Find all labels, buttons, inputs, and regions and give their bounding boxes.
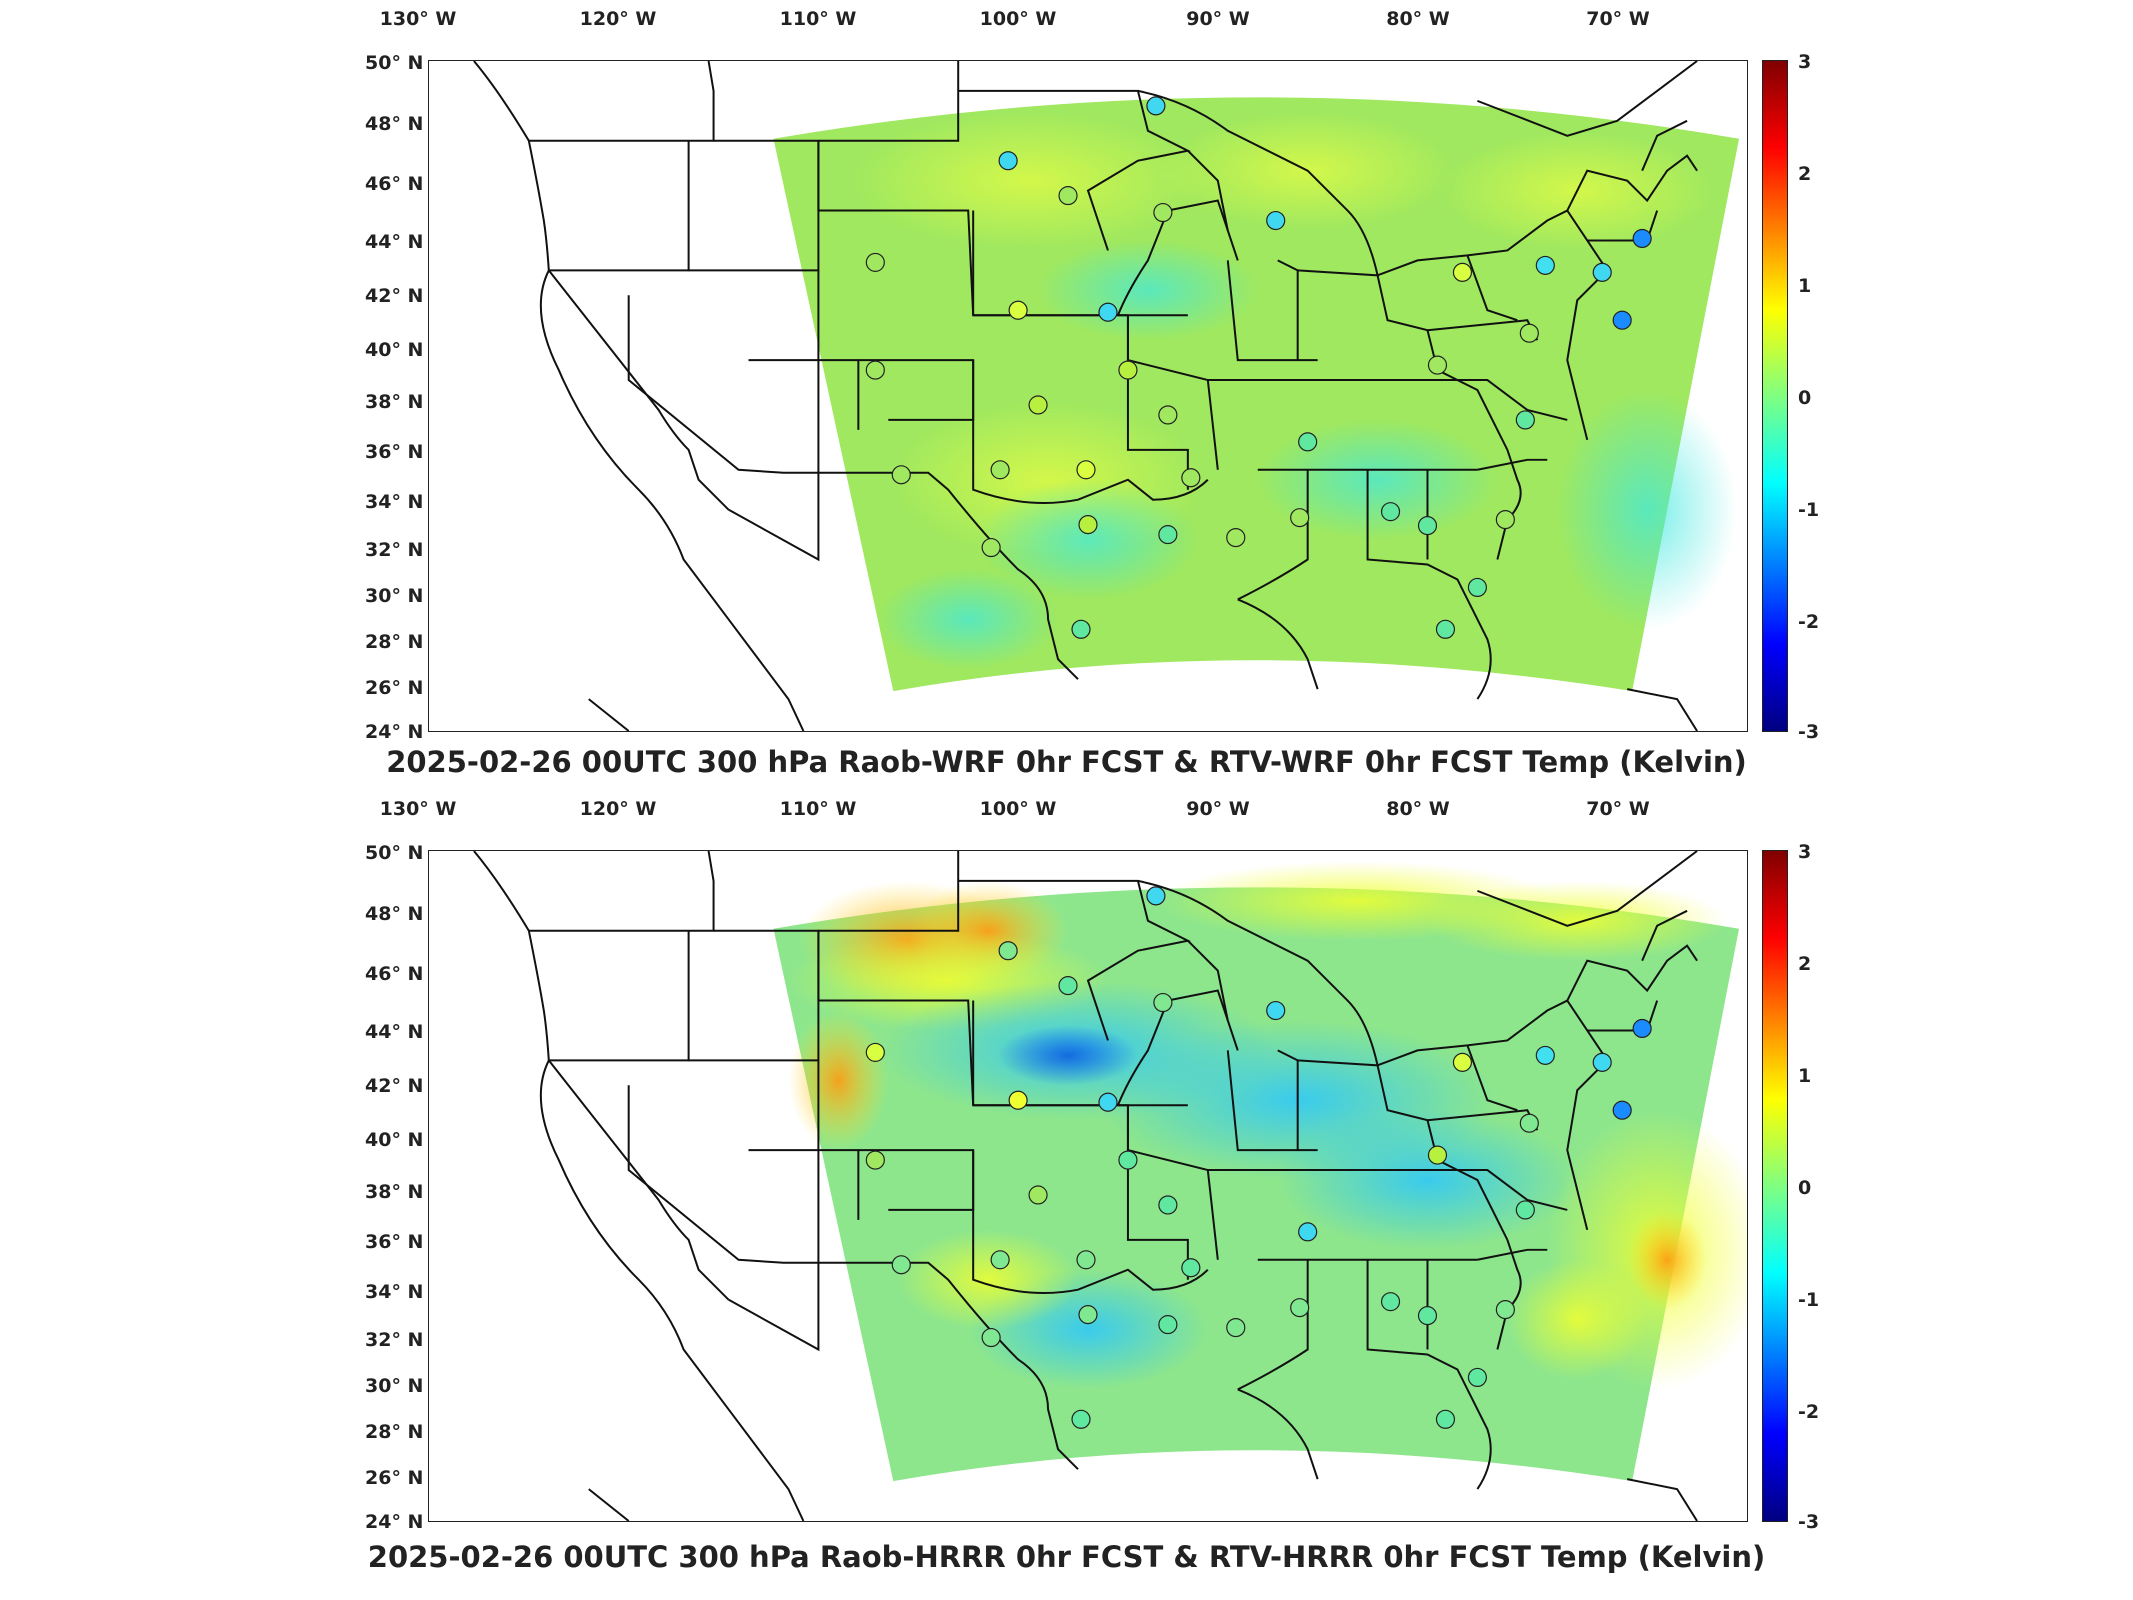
colorbar bbox=[1762, 850, 1788, 1522]
lat-label: 32° N bbox=[365, 1329, 424, 1351]
lat-label: 24° N bbox=[365, 721, 424, 743]
colorbar-tick: -3 bbox=[1798, 721, 1820, 743]
lat-label: 40° N bbox=[365, 1129, 424, 1151]
map-panel-top: 130° W 120° W 110° W 100° W 90° W 80° W … bbox=[0, 0, 2133, 790]
colorbar bbox=[1762, 60, 1788, 732]
lat-label: 50° N bbox=[365, 52, 424, 74]
geographic-boundaries bbox=[473, 61, 1698, 731]
lat-label: 32° N bbox=[365, 539, 424, 561]
raob-stations bbox=[865, 96, 1652, 639]
lat-label: 24° N bbox=[365, 1511, 424, 1533]
lon-label: 80° W bbox=[1386, 8, 1450, 30]
lat-label: 40° N bbox=[365, 339, 424, 361]
lat-label: 46° N bbox=[365, 173, 424, 195]
lon-label: 70° W bbox=[1586, 798, 1650, 820]
colorbar-tick: 2 bbox=[1798, 953, 1812, 975]
lon-label: 70° W bbox=[1586, 8, 1650, 30]
lat-label: 48° N bbox=[365, 113, 424, 135]
lon-label: 90° W bbox=[1186, 798, 1250, 820]
map-canvas bbox=[473, 851, 1747, 1521]
lon-label: 110° W bbox=[779, 8, 857, 30]
lon-label: 80° W bbox=[1386, 798, 1450, 820]
colorbar-tick: 3 bbox=[1798, 841, 1812, 863]
lat-label: 30° N bbox=[365, 585, 424, 607]
lon-label: 110° W bbox=[779, 798, 857, 820]
map-plot-area bbox=[428, 850, 1748, 1522]
lat-label: 44° N bbox=[365, 231, 424, 253]
lon-label: 120° W bbox=[579, 798, 657, 820]
field-anomalies bbox=[788, 860, 1747, 1390]
lat-label: 28° N bbox=[365, 631, 424, 653]
lat-label: 42° N bbox=[365, 285, 424, 307]
lat-label: 46° N bbox=[365, 963, 424, 985]
lat-label: 26° N bbox=[365, 677, 424, 699]
colorbar-tick: 3 bbox=[1798, 51, 1812, 73]
lat-label: 26° N bbox=[365, 1467, 424, 1489]
raob-stations bbox=[865, 886, 1652, 1429]
map-canvas bbox=[473, 61, 1740, 731]
colorbar-tick: 1 bbox=[1798, 275, 1812, 297]
colorbar-tick: -1 bbox=[1798, 1289, 1820, 1311]
colorbar-tick: -3 bbox=[1798, 1511, 1820, 1533]
lat-label: 28° N bbox=[365, 1421, 424, 1443]
lat-label: 48° N bbox=[365, 903, 424, 925]
lat-label: 50° N bbox=[365, 842, 424, 864]
colorbar-tick: -2 bbox=[1798, 611, 1820, 633]
lon-label: 90° W bbox=[1186, 8, 1250, 30]
lat-label: 36° N bbox=[365, 441, 424, 463]
lat-label: 34° N bbox=[365, 1281, 424, 1303]
lat-label: 34° N bbox=[365, 491, 424, 513]
colorbar-tick: 0 bbox=[1798, 387, 1812, 409]
lon-label: 120° W bbox=[579, 8, 657, 30]
lat-label: 36° N bbox=[365, 1231, 424, 1253]
lat-label: 44° N bbox=[365, 1021, 424, 1043]
lon-label: 100° W bbox=[979, 8, 1057, 30]
panel-title: 2025-02-26 00UTC 300 hPa Raob-HRRR 0hr F… bbox=[367, 1540, 1766, 1574]
colorbar-tick: 2 bbox=[1798, 163, 1812, 185]
lon-label: 100° W bbox=[979, 798, 1057, 820]
map-plot-area bbox=[428, 60, 1748, 732]
colorbar-tick: 0 bbox=[1798, 1177, 1812, 1199]
lat-label: 38° N bbox=[365, 391, 424, 413]
lon-label: 130° W bbox=[379, 8, 457, 30]
colorbar-tick: 1 bbox=[1798, 1065, 1812, 1087]
lon-label: 130° W bbox=[379, 798, 457, 820]
panel-title: 2025-02-26 00UTC 300 hPa Raob-WRF 0hr FC… bbox=[386, 745, 1747, 779]
colorbar-tick: -2 bbox=[1798, 1401, 1820, 1423]
map-panel-bottom: 130° W 120° W 110° W 100° W 90° W 80° W … bbox=[0, 790, 2133, 1600]
lat-label: 30° N bbox=[365, 1375, 424, 1397]
lat-label: 42° N bbox=[365, 1075, 424, 1097]
lat-label: 38° N bbox=[365, 1181, 424, 1203]
colorbar-tick: -1 bbox=[1798, 499, 1820, 521]
geographic-boundaries bbox=[473, 851, 1698, 1521]
